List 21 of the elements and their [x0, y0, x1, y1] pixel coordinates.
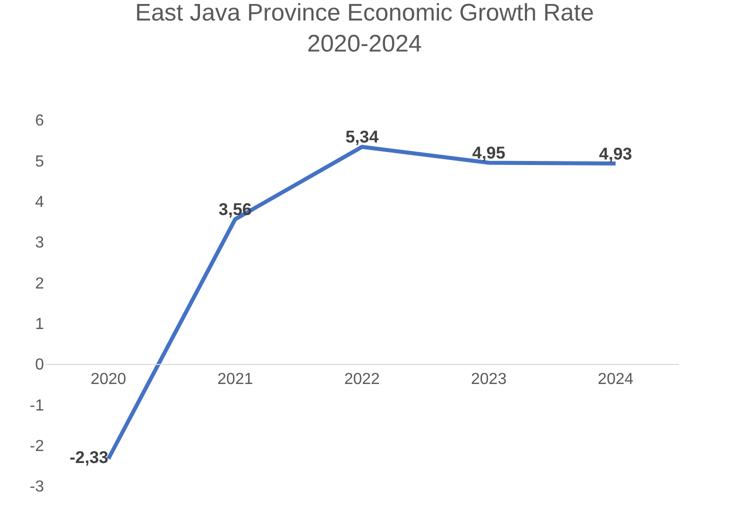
x-tick-label: 2020	[90, 371, 126, 388]
y-tick-label: 1	[35, 316, 44, 333]
y-tick-label: 5	[35, 153, 44, 170]
y-tick-label: 6	[35, 112, 44, 130]
y-tick-label: -3	[30, 478, 44, 496]
y-tick-label: 3	[35, 234, 44, 252]
y-tick-label: 2	[35, 275, 44, 292]
chart-title: East Java Province Economic Growth Rate 2020-2024	[135, 0, 594, 58]
y-tick-label: -2	[30, 438, 44, 455]
y-tick-label: 0	[35, 356, 44, 374]
y-tick-label: 4	[35, 194, 44, 211]
x-tick-label: 2022	[344, 371, 380, 388]
data-label: 4,93	[599, 144, 632, 164]
y-tick-label: -1	[30, 397, 44, 414]
x-tick-label: 2023	[471, 371, 507, 388]
data-label: 5,34	[345, 128, 380, 147]
data-label: -2,33	[70, 448, 108, 467]
x-tick-label: 2024	[598, 371, 634, 388]
data-label: 4,95	[472, 143, 506, 162]
data-label: 3,56	[218, 200, 252, 219]
x-tick-label: 2021	[217, 371, 254, 388]
